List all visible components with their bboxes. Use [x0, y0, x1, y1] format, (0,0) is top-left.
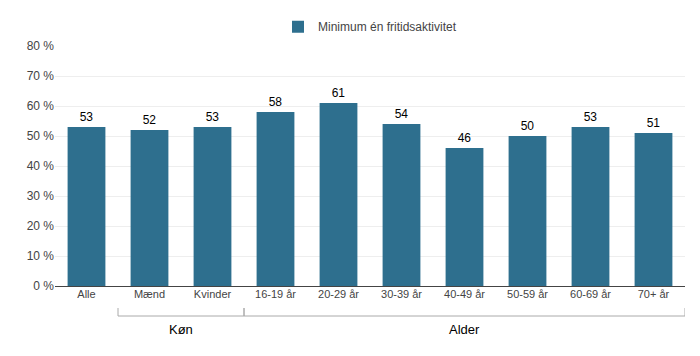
- svg-text:51: 51: [647, 116, 661, 130]
- svg-text:10 %: 10 %: [27, 249, 55, 263]
- svg-text:52: 52: [143, 113, 157, 127]
- svg-text:Mænd: Mænd: [134, 288, 165, 300]
- svg-text:50-59 år: 50-59 år: [507, 288, 548, 300]
- svg-text:0 %: 0 %: [33, 279, 54, 293]
- svg-text:70+ år: 70+ år: [638, 288, 670, 300]
- svg-text:46: 46: [458, 131, 472, 145]
- svg-text:54: 54: [395, 107, 409, 121]
- svg-text:50: 50: [521, 119, 535, 133]
- svg-text:Minimum én fritidsaktivitet: Minimum én fritidsaktivitet: [318, 20, 457, 34]
- svg-text:50 %: 50 %: [27, 129, 55, 143]
- svg-text:30-39 år: 30-39 år: [381, 288, 422, 300]
- svg-text:20-29 år: 20-29 år: [318, 288, 359, 300]
- svg-text:Alle: Alle: [77, 288, 95, 300]
- svg-text:60 %: 60 %: [27, 99, 55, 113]
- svg-text:30 %: 30 %: [27, 189, 55, 203]
- svg-text:70 %: 70 %: [27, 69, 55, 83]
- svg-text:Alder: Alder: [449, 322, 480, 337]
- svg-text:53: 53: [80, 110, 94, 124]
- svg-text:61: 61: [332, 86, 346, 100]
- svg-text:53: 53: [206, 110, 220, 124]
- svg-text:58: 58: [269, 95, 283, 109]
- svg-text:40 %: 40 %: [27, 159, 55, 173]
- svg-text:Kvinder: Kvinder: [194, 288, 232, 300]
- svg-text:53: 53: [584, 110, 598, 124]
- svg-text:60-69 år: 60-69 år: [570, 288, 611, 300]
- svg-text:80 %: 80 %: [27, 39, 55, 53]
- svg-text:20 %: 20 %: [27, 219, 55, 233]
- svg-text:Køn: Køn: [169, 322, 193, 337]
- svg-text:40-49 år: 40-49 år: [444, 288, 485, 300]
- svg-text:16-19 år: 16-19 år: [255, 288, 296, 300]
